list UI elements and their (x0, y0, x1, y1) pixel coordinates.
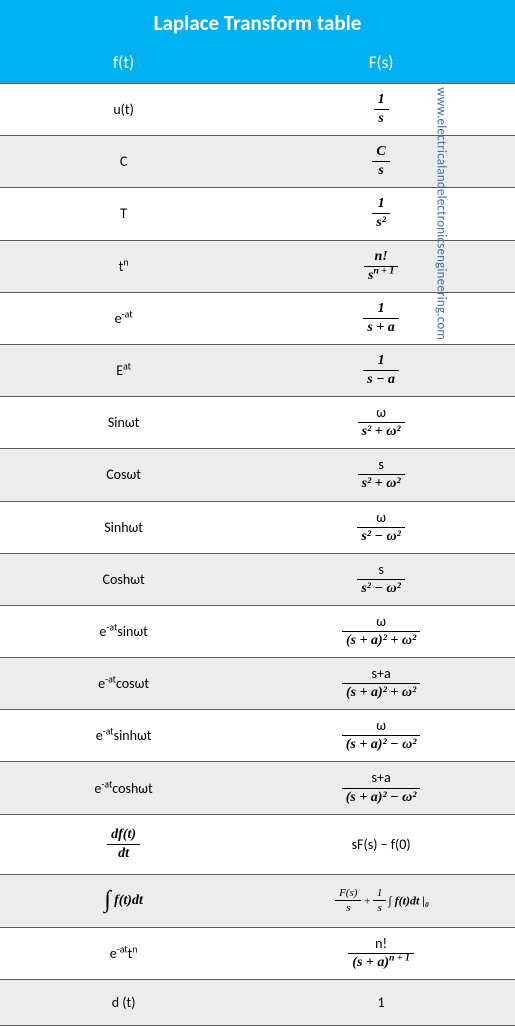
Fs-cell: F(s)s+1s∫ f(t)dt |₀ (247, 874, 515, 927)
Fs-cell: n!(s + a)n + 1 (247, 928, 515, 980)
col-header-Fs: F(s) (247, 52, 515, 73)
column-headers: f(t) F(s) (0, 44, 515, 83)
table-row: ∫ f(t)dtF(s)s+1s∫ f(t)dt |₀ (0, 874, 515, 927)
table-row: Eat1s − a (0, 344, 515, 396)
Fs-cell: ω(s + a)² − ω² (247, 710, 515, 762)
table-row: e-atcoshωts+a(s + a)² − ω² (0, 762, 515, 814)
ft-cell: Coshωt (0, 553, 247, 605)
Fs-cell: 1 (247, 980, 515, 1026)
ft-cell: Sinhωt (0, 501, 247, 553)
ft-cell: ∫ f(t)dt (0, 874, 247, 927)
Fs-cell: 1s − a (247, 344, 515, 396)
col-header-ft: f(t) (0, 52, 247, 73)
table-row: e-atsinhωtω(s + a)² − ω² (0, 710, 515, 762)
ft-cell: T (0, 188, 247, 240)
ft-cell: e-attn (0, 928, 247, 980)
page-title: Laplace Transform table (0, 0, 515, 44)
table-row: Coshωtss² − ω² (0, 553, 515, 605)
ft-cell: C (0, 136, 247, 188)
ft-cell: tn (0, 240, 247, 292)
ft-cell: e-atsinωt (0, 605, 247, 657)
ft-cell: df(t)dt (0, 814, 247, 874)
table-row: Cosωtss² + ω² (0, 449, 515, 501)
watermark-url: www.electricalandelectronicsengineering.… (434, 87, 449, 340)
table-row: e-attnn!(s + a)n + 1 (0, 928, 515, 980)
Fs-cell: ss² − ω² (247, 553, 515, 605)
Fs-cell: Cs (247, 136, 515, 188)
table-row: Sinωtωs² + ω² (0, 397, 515, 449)
ft-cell: u(t) (0, 84, 247, 136)
Fs-cell: n!sn + 1 (247, 240, 515, 292)
Fs-cell: 1s (247, 84, 515, 136)
ft-cell: Eat (0, 344, 247, 396)
ft-cell: Sinωt (0, 397, 247, 449)
table-row: df(t)dtsF(s) − f(0) (0, 814, 515, 874)
ft-cell: e-at (0, 292, 247, 344)
table-row: Sinhωtωs² − ω² (0, 501, 515, 553)
table-row: e-atcosωts+a(s + a)² + ω² (0, 658, 515, 710)
ft-cell: Cosωt (0, 449, 247, 501)
table-row: d (t)1 (0, 980, 515, 1026)
Fs-cell: sF(s) − f(0) (247, 814, 515, 874)
ft-cell: e-atcosωt (0, 658, 247, 710)
ft-cell: e-atcoshωt (0, 762, 247, 814)
Fs-cell: 1s + a (247, 292, 515, 344)
table-row: e-atsinωtω(s + a)² + ω² (0, 605, 515, 657)
Fs-cell: ss² + ω² (247, 449, 515, 501)
ft-cell: d (t) (0, 980, 247, 1026)
Fs-cell: ωs² + ω² (247, 397, 515, 449)
Fs-cell: ωs² − ω² (247, 501, 515, 553)
ft-cell: e-atsinhωt (0, 710, 247, 762)
Fs-cell: ω(s + a)² + ω² (247, 605, 515, 657)
Fs-cell: s+a(s + a)² − ω² (247, 762, 515, 814)
Fs-cell: s+a(s + a)² + ω² (247, 658, 515, 710)
Fs-cell: 1s² (247, 188, 515, 240)
